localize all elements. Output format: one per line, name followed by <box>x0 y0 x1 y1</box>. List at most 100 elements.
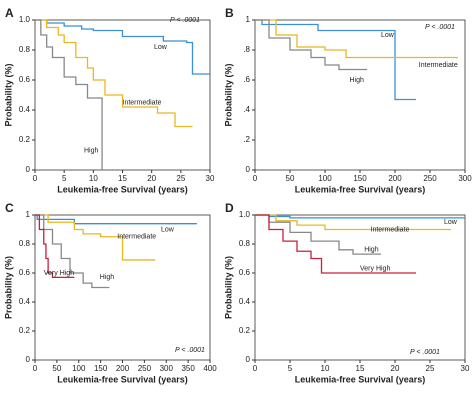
survival-curve <box>35 214 75 278</box>
x-tick-label: 150 <box>353 174 367 183</box>
y-tick-label: 0.8 <box>239 239 251 248</box>
x-tick-label: 200 <box>116 364 130 373</box>
x-tick-label: 10 <box>321 364 330 373</box>
series-label: Low <box>444 219 458 226</box>
survival-curve <box>35 214 110 289</box>
y-tick-label: 0.4 <box>19 297 31 306</box>
y-tick-label: 0.8 <box>19 239 31 248</box>
y-tick-label: 0.4 <box>19 105 31 114</box>
series-label: Intermediate <box>123 99 162 106</box>
x-axis-label: Leukemia-free Survival (years) <box>295 374 426 384</box>
y-tick-label: 0.6 <box>19 268 31 277</box>
series-label: Intermediate <box>117 234 156 241</box>
panel-letter: A <box>5 6 14 20</box>
x-tick-label: 350 <box>181 364 195 373</box>
plot-frame <box>254 214 466 361</box>
x-axis-label: Leukemia-free Survival (years) <box>57 374 188 384</box>
p-value: P < .0001 <box>410 349 440 356</box>
y-axis-label: Probability (%) <box>223 256 233 319</box>
y-tick-label: 0 <box>246 165 251 174</box>
y-tick-label: 0 <box>26 355 31 364</box>
p-value: P < .0001 <box>175 347 205 354</box>
p-value: P < .0001 <box>425 24 455 31</box>
x-axis-label: Leukemia-free Survival (years) <box>295 184 426 194</box>
y-tick-label: 0 <box>26 165 31 174</box>
y-tick-label: 0.8 <box>19 45 31 54</box>
survival-curve <box>255 214 416 274</box>
survival-curve <box>255 19 367 71</box>
x-tick-label: 400 <box>203 364 217 373</box>
x-tick-label: 0 <box>33 364 38 373</box>
y-tick-label: 0.2 <box>19 326 31 335</box>
survival-curve <box>255 19 416 101</box>
y-axis-label: Probability (%) <box>3 256 13 319</box>
x-tick-label: 0 <box>253 364 258 373</box>
survival-curve <box>35 214 156 261</box>
x-tick-label: 15 <box>356 364 365 373</box>
panel-letter: B <box>225 6 234 20</box>
survival-curve <box>35 19 210 75</box>
x-axis-label: Leukemia-free Survival (years) <box>57 184 188 194</box>
x-tick-label: 50 <box>286 174 295 183</box>
series-label: High <box>364 247 379 254</box>
x-tick-label: 300 <box>160 364 174 373</box>
x-tick-label: 250 <box>423 174 437 183</box>
x-tick-label: 0 <box>253 174 258 183</box>
y-tick-label: 0.2 <box>19 135 31 144</box>
y-tick-label: 0.4 <box>239 297 251 306</box>
series-label: Low <box>161 226 175 233</box>
panel-letter: C <box>5 201 14 215</box>
y-tick-label: .4 <box>243 105 250 114</box>
x-tick-label: 150 <box>94 364 108 373</box>
survival-curve <box>255 19 458 59</box>
y-tick-label: 0.2 <box>239 326 251 335</box>
plot-frame <box>254 19 466 171</box>
x-tick-label: 30 <box>206 174 215 183</box>
series-label: Low <box>381 32 395 39</box>
panel: C 0 50 100 150 200 250 300 350 400 0 0.2 0.4 0.6 0.8 1 L… <box>3 201 217 384</box>
y-tick-label: 1 <box>26 210 31 219</box>
x-tick-label: 25 <box>426 364 435 373</box>
x-tick-label: 300 <box>458 174 472 183</box>
panel: D 0 5 10 15 20 25 30 0 0.2 0.4 0.6 0.8 1.0 Leukemia-fr… <box>223 201 470 384</box>
x-tick-label: 30 <box>461 364 470 373</box>
x-tick-label: 200 <box>388 174 402 183</box>
x-tick-label: 100 <box>318 174 332 183</box>
series-label: High <box>350 77 365 84</box>
x-tick-label: 25 <box>176 174 185 183</box>
p-value: P < .0001 <box>170 17 200 24</box>
x-tick-label: 100 <box>72 364 86 373</box>
y-tick-label: 1.0 <box>239 210 251 219</box>
y-tick-label: 0 <box>246 355 251 364</box>
survival-curve <box>255 214 381 255</box>
y-tick-label: 1 <box>246 15 251 24</box>
survival-curve <box>35 19 193 128</box>
y-tick-label: 1.0 <box>19 15 31 24</box>
x-tick-label: 20 <box>147 174 156 183</box>
x-tick-label: 15 <box>118 174 127 183</box>
x-tick-label: 5 <box>288 364 293 373</box>
series-label: High <box>84 147 99 154</box>
y-tick-label: .2 <box>243 135 250 144</box>
series-label: Low <box>154 44 168 51</box>
series-label: Intermediate <box>419 62 458 69</box>
y-axis-label: Probability (%) <box>223 63 233 126</box>
x-tick-label: 50 <box>52 364 61 373</box>
x-tick-label: 20 <box>391 364 400 373</box>
x-tick-label: 0 <box>33 174 38 183</box>
x-tick-label: 250 <box>138 364 152 373</box>
series-label: High <box>100 274 115 281</box>
series-label: Very High <box>44 270 74 277</box>
y-axis-label: Probability (%) <box>3 63 13 126</box>
y-tick-label: 0.6 <box>239 268 251 277</box>
panel: B 0 50 100 150 200 250 300 0 .2 .4 .6 .8 1 Leukemia-fr… <box>223 6 472 194</box>
series-label: Very High <box>360 265 390 272</box>
x-tick-label: 10 <box>89 174 98 183</box>
survival-curve <box>35 19 103 170</box>
panel: A 0 5 10 15 20 25 30 0 0.2 0.4 0.6 0.8 1.0 Leukemia-fr… <box>3 6 215 194</box>
y-tick-label: 0.6 <box>19 75 31 84</box>
survival-curve <box>255 214 465 219</box>
y-tick-label: .8 <box>243 45 250 54</box>
panel-letter: D <box>225 201 234 215</box>
